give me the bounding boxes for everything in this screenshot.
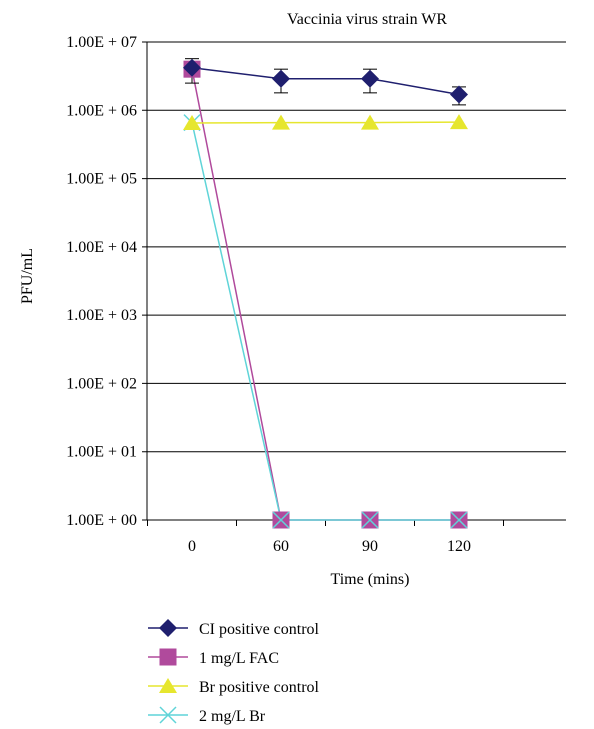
data-point xyxy=(361,511,379,529)
axes xyxy=(146,42,566,526)
data-point xyxy=(450,511,468,529)
x-tick-label: 120 xyxy=(447,538,471,555)
grid-lines xyxy=(142,41,566,521)
data-point xyxy=(450,85,468,104)
data-point xyxy=(450,114,468,130)
legend-marker xyxy=(159,706,177,724)
y-tick-label: 1.00E + 02 xyxy=(66,375,137,392)
y-tick-label: 1.00E + 04 xyxy=(66,239,137,256)
legend-entry: CI positive control xyxy=(148,619,320,638)
y-tick-labels: 1.00E + 00 1.00E + 01 1.00E + 02 1.00E + 03… xyxy=(66,34,137,529)
x-tick-label: 60 xyxy=(273,538,289,555)
legend-label: 2 mg/L Br xyxy=(199,708,266,725)
y-tick-label: 1.00E + 07 xyxy=(66,34,137,51)
legend-entry: 1 mg/L FAC xyxy=(148,648,279,667)
data-point xyxy=(272,69,290,88)
y-tick-label: 1.00E + 00 xyxy=(66,512,137,529)
series-line-0 xyxy=(191,66,460,96)
y-tick-label: 1.00E + 05 xyxy=(66,171,137,188)
x-tick-label: 90 xyxy=(362,538,378,555)
chart-title: Vaccinia virus strain WR xyxy=(287,11,447,28)
legend-label: Br positive control xyxy=(199,679,320,696)
legend-label: 1 mg/L FAC xyxy=(199,650,279,667)
legend-marker xyxy=(159,619,177,637)
x-tick-label: 0 xyxy=(188,538,196,555)
data-point xyxy=(183,58,201,77)
plot-area xyxy=(183,58,468,529)
legend-entry: 2 mg/L Br xyxy=(148,706,266,725)
series-line-2 xyxy=(191,121,460,124)
series-line-1 xyxy=(191,69,459,521)
data-point xyxy=(272,114,290,130)
y-tick-label: 1.00E + 06 xyxy=(66,102,137,119)
legend-marker xyxy=(159,648,177,666)
legend: CI positive control 1 mg/L FAC Br positive… xyxy=(148,619,320,725)
data-point xyxy=(272,511,290,529)
x-axis-label: Time (mins) xyxy=(331,571,410,588)
legend-label: CI positive control xyxy=(199,621,320,638)
y-tick-label: 1.00E + 03 xyxy=(66,307,137,324)
legend-marker xyxy=(159,678,177,693)
data-point xyxy=(183,115,201,131)
data-point xyxy=(361,114,379,130)
y-tick-label: 1.00E + 01 xyxy=(66,444,137,461)
legend-entry: Br positive control xyxy=(148,678,320,696)
y-axis-label: PFU/mL xyxy=(19,248,36,304)
x-tick-labels: 0 60 90 120 xyxy=(188,538,471,555)
data-point xyxy=(361,69,379,88)
series-line-3 xyxy=(191,122,459,521)
